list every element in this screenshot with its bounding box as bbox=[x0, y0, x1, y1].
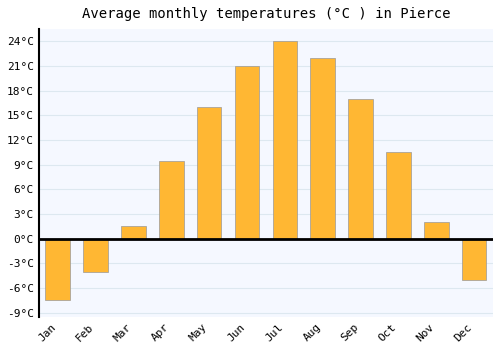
Bar bbox=[424, 222, 448, 239]
Bar bbox=[386, 152, 410, 239]
Bar bbox=[234, 66, 260, 239]
Bar bbox=[121, 226, 146, 239]
Title: Average monthly temperatures (°C ) in Pierce: Average monthly temperatures (°C ) in Pi… bbox=[82, 7, 450, 21]
Bar bbox=[462, 239, 486, 280]
Bar bbox=[84, 239, 108, 272]
Bar bbox=[159, 161, 184, 239]
Bar bbox=[197, 107, 222, 239]
Bar bbox=[348, 99, 373, 239]
Bar bbox=[46, 239, 70, 300]
Bar bbox=[310, 58, 335, 239]
Bar bbox=[272, 41, 297, 239]
